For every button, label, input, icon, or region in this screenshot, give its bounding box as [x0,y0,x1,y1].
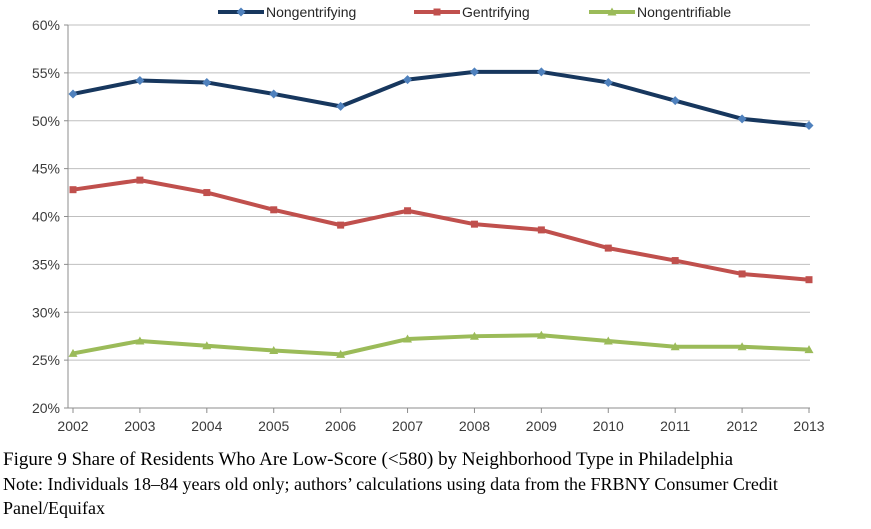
y-axis-tick-label: 35% [32,256,60,272]
data-point-marker-nongentrifiable [403,334,413,343]
x-axis-tick-label: 2011 [660,418,690,434]
data-point-marker-nongentrifiable [737,342,747,351]
x-axis-tick-label: 2003 [124,418,155,434]
legend-label-nongentrifiable: Nongentrifiable [637,4,732,20]
legend-marker-icon [433,8,441,16]
y-axis-tick-label: 45% [32,161,60,177]
data-point-marker-gentrifying [805,276,813,284]
data-point-marker-gentrifying [738,270,746,278]
legend-label-nongentrifying: Nongentrifying [266,4,357,20]
data-point-marker-nongentrifying [403,75,413,85]
data-point-marker-gentrifying [136,176,144,184]
data-point-marker-gentrifying [537,226,545,234]
y-axis-tick-label: 20% [32,400,60,416]
data-point-marker-gentrifying [604,244,612,252]
x-axis-tick-label: 2007 [392,418,423,434]
data-point-marker-nongentrifiable [202,341,212,350]
gentrifying-line-swatch-icon [414,8,460,16]
figure-caption-title: Figure 9 Share of Residents Who Are Low-… [3,449,734,470]
legend-item-nongentrifiable: Nongentrifiable [589,2,731,22]
y-axis-tick-label: 50% [32,113,60,129]
data-point-marker-nongentrifiable [135,336,145,345]
data-point-marker-nongentrifying [737,114,747,124]
y-axis-tick-label: 40% [32,209,60,225]
data-point-marker-nongentrifying [336,101,346,111]
y-axis-tick-label: 60% [32,17,60,33]
data-point-marker-nongentrifiable [469,331,479,340]
data-point-marker-gentrifying [404,207,412,215]
data-point-marker-gentrifying [337,221,345,229]
figure-caption-note: Note: Individuals 18–84 years old only; … [3,474,778,518]
legend-item-gentrifying: Gentrifying [414,2,530,22]
figure-caption-block: Figure 9 Share of Residents Who Are Low-… [3,448,861,520]
data-point-marker-nongentrifying [135,76,145,86]
series-line-nongentrifying [71,69,811,128]
data-point-marker-nongentrifying [670,96,680,106]
data-point-marker-nongentrifiable [68,348,78,357]
y-axis-tick-label: 30% [32,304,60,320]
data-point-marker-gentrifying [203,189,211,197]
data-point-marker-nongentrifiable [670,342,680,351]
data-point-marker-gentrifying [470,220,478,228]
data-point-marker-nongentrifying [536,67,546,77]
x-axis-tick-label: 2005 [258,418,289,434]
data-point-marker-nongentrifying [469,67,479,77]
x-axis-tick-label: 2009 [526,418,557,434]
legend-item-nongentrifying: Nongentrifying [218,2,356,22]
data-point-marker-nongentrifiable [336,349,346,358]
data-point-marker-nongentrifying [269,89,279,99]
data-point-marker-nongentrifying [68,89,78,99]
x-axis-tick-label: 2010 [593,418,624,434]
x-axis-tick-label: 2012 [727,418,758,434]
x-axis-tick-label: 2013 [793,418,824,434]
x-axis-tick-label: 2002 [57,418,88,434]
y-axis-tick-label: 55% [32,65,60,81]
data-point-marker-nongentrifying [603,77,613,87]
y-axis-tick-label: 25% [32,352,60,368]
series-line-nongentrifiable [71,333,811,357]
data-point-marker-gentrifying [270,206,278,214]
series-line-gentrifying [71,178,811,282]
data-point-marker-nongentrifiable [269,346,279,355]
data-point-marker-gentrifying [69,186,77,194]
nongentrifiable-line-swatch-icon [589,7,635,16]
data-point-marker-nongentrifying [804,121,814,131]
legend-marker-icon [236,7,246,17]
legend-marker-icon [607,7,617,16]
x-axis-tick-label: 2004 [191,418,222,434]
legend-label-gentrifying: Gentrifying [462,4,530,20]
data-point-marker-nongentrifiable [536,330,546,339]
line-chart-plot-area: 60% 55% 50% 45% 40% 35% 30% 25% 20% 2002 2003 2004 2… [32,17,825,434]
x-axis-tick-label: 2008 [459,418,490,434]
data-point-marker-nongentrifiable [804,345,814,354]
nongentrifying-line-swatch-icon [218,7,264,17]
data-point-marker-nongentrifying [202,77,212,87]
x-axis-tick-label: 2006 [325,418,356,434]
data-point-marker-gentrifying [671,257,679,265]
data-point-marker-nongentrifiable [603,336,613,345]
